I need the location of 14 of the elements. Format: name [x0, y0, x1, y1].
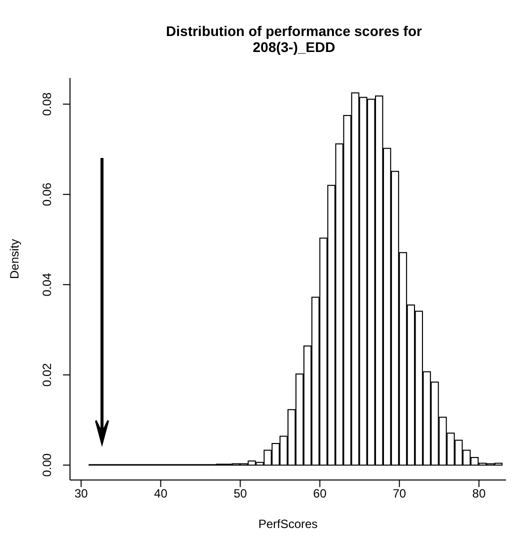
y-tick-label: 0.04 — [40, 272, 54, 296]
chart-title: Distribution of performance scores for 208(3-)_EDD — [166, 23, 422, 55]
x-tick-label: 30 — [74, 486, 88, 501]
y-tick-label: 0.00 — [40, 453, 54, 477]
y-tick-label: 0.02 — [40, 362, 54, 387]
x-axis-title: PerfScores — [258, 517, 318, 531]
x-tick-label: 70 — [392, 486, 406, 501]
y-tick-label: 0.06 — [40, 182, 54, 206]
x-tick-label: 50 — [234, 486, 248, 501]
y-axis-title: Density — [7, 238, 22, 279]
x-tick-label: 80 — [472, 486, 486, 501]
x-tick-label: 60 — [313, 486, 327, 501]
x-tick-label: 40 — [154, 486, 168, 501]
y-tick-label: 0.08 — [40, 92, 54, 116]
